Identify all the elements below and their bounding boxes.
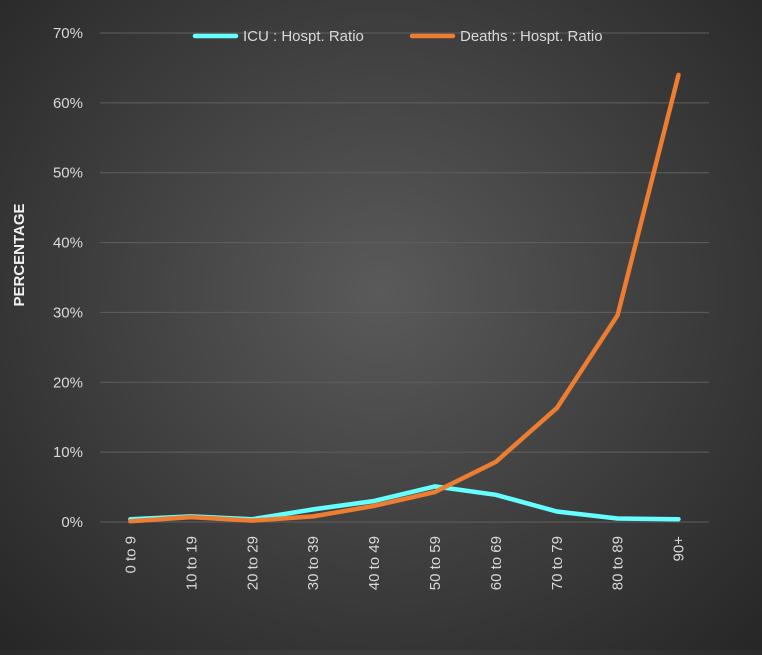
y-tick-label: 30%	[53, 304, 83, 321]
y-tick-label: 10%	[53, 444, 83, 461]
legend-label-icu: ICU : Hospt. Ratio	[243, 28, 364, 45]
x-tick-label: 80 to 89	[610, 536, 627, 590]
y-tick-label: 50%	[53, 165, 83, 182]
legend-label-deaths: Deaths : Hospt. Ratio	[460, 28, 603, 45]
y-axis-title: PERCENTAGE	[11, 203, 28, 306]
x-tick-label: 50 to 59	[427, 536, 444, 590]
legend-item-icu: ICU : Hospt. Ratio	[192, 28, 364, 45]
x-tick-label: 90+	[671, 536, 688, 562]
series-line-deaths	[128, 72, 681, 524]
x-tick-label: 60 to 69	[488, 536, 505, 590]
y-axis-ticks: 0% 10% 20% 30% 40% 50% 60% 70%	[53, 25, 83, 531]
gridlines	[100, 32, 709, 523]
series-lines	[128, 72, 681, 524]
y-tick-label: 60%	[53, 95, 83, 112]
legend: ICU : Hospt. Ratio Deaths : Hospt. Ratio	[192, 28, 603, 45]
y-tick-label: 0%	[61, 514, 83, 531]
x-tick-label: 30 to 39	[305, 536, 322, 590]
x-tick-label: 70 to 79	[549, 536, 566, 590]
x-tick-label: 20 to 29	[244, 536, 261, 590]
y-tick-label: 20%	[53, 374, 83, 391]
series-line-icu	[128, 484, 681, 522]
x-tick-label: 0 to 9	[122, 536, 139, 574]
y-tick-label: 70%	[53, 25, 83, 42]
x-tick-label: 40 to 49	[366, 536, 383, 590]
x-axis-ticks: 0 to 9 10 to 19 20 to 29 30 to 39 40 to 49 50…	[122, 536, 687, 590]
x-tick-label: 10 to 19	[183, 536, 200, 590]
legend-item-deaths: Deaths : Hospt. Ratio	[409, 28, 603, 45]
y-tick-label: 40%	[53, 235, 83, 252]
